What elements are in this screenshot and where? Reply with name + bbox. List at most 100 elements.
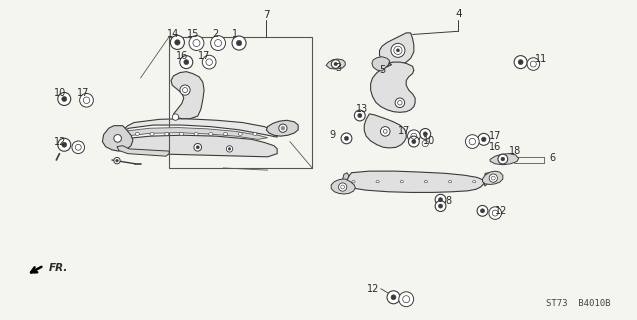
Polygon shape — [112, 132, 277, 157]
Ellipse shape — [253, 132, 257, 135]
Text: 12: 12 — [495, 206, 508, 217]
Text: 1: 1 — [231, 28, 238, 38]
Text: 15: 15 — [187, 28, 199, 38]
Text: 17: 17 — [77, 88, 90, 98]
Text: 12: 12 — [366, 284, 379, 294]
Text: 17: 17 — [198, 51, 210, 61]
Polygon shape — [482, 171, 503, 184]
Polygon shape — [125, 128, 268, 139]
Circle shape — [180, 85, 190, 95]
Circle shape — [341, 133, 352, 144]
Text: FR.: FR. — [48, 263, 68, 273]
Text: 4: 4 — [455, 10, 462, 20]
Circle shape — [211, 36, 225, 51]
Text: 2: 2 — [212, 28, 218, 38]
Text: 3: 3 — [336, 63, 342, 74]
Text: 14: 14 — [167, 28, 179, 38]
Ellipse shape — [180, 132, 183, 135]
Circle shape — [489, 207, 501, 220]
Circle shape — [232, 36, 246, 50]
Text: 10: 10 — [424, 136, 436, 146]
Circle shape — [399, 292, 413, 307]
Ellipse shape — [165, 132, 169, 135]
Circle shape — [501, 157, 505, 161]
Polygon shape — [490, 154, 519, 165]
Text: 17: 17 — [398, 126, 411, 136]
Circle shape — [354, 110, 365, 121]
Circle shape — [72, 141, 85, 154]
Circle shape — [395, 98, 404, 108]
Circle shape — [518, 60, 523, 65]
Text: 17: 17 — [489, 131, 501, 141]
Circle shape — [482, 137, 486, 142]
Circle shape — [345, 136, 348, 140]
Circle shape — [408, 130, 420, 142]
Circle shape — [334, 62, 338, 66]
Circle shape — [114, 157, 120, 164]
Ellipse shape — [424, 180, 427, 183]
Circle shape — [489, 174, 497, 182]
Ellipse shape — [135, 132, 140, 135]
Circle shape — [380, 127, 390, 136]
Circle shape — [514, 56, 527, 68]
Circle shape — [396, 49, 399, 52]
Circle shape — [358, 114, 362, 117]
Circle shape — [170, 36, 185, 49]
Circle shape — [58, 138, 71, 151]
Text: 8: 8 — [446, 196, 452, 206]
Circle shape — [408, 136, 419, 147]
Circle shape — [226, 146, 233, 152]
Polygon shape — [347, 171, 483, 192]
Polygon shape — [364, 114, 406, 148]
Polygon shape — [372, 57, 390, 71]
Text: 13: 13 — [355, 104, 368, 114]
Circle shape — [435, 194, 446, 205]
Ellipse shape — [238, 132, 242, 135]
Circle shape — [116, 159, 118, 162]
Circle shape — [498, 154, 508, 164]
Circle shape — [438, 198, 443, 202]
Ellipse shape — [473, 180, 476, 183]
Circle shape — [114, 135, 122, 142]
Polygon shape — [326, 59, 345, 69]
Circle shape — [203, 55, 216, 69]
Polygon shape — [380, 33, 414, 66]
Circle shape — [412, 140, 416, 144]
Circle shape — [423, 132, 427, 136]
Circle shape — [196, 146, 199, 149]
Circle shape — [435, 201, 446, 212]
Text: 9: 9 — [329, 130, 336, 140]
Ellipse shape — [150, 132, 154, 135]
Circle shape — [331, 60, 340, 68]
Polygon shape — [483, 173, 490, 186]
Polygon shape — [266, 120, 298, 136]
Circle shape — [279, 124, 287, 132]
Circle shape — [387, 291, 400, 304]
Polygon shape — [331, 179, 355, 194]
Circle shape — [477, 205, 488, 216]
Circle shape — [184, 60, 189, 65]
Text: ST73  B4010B: ST73 B4010B — [547, 299, 611, 308]
Circle shape — [420, 129, 431, 139]
Text: 16: 16 — [176, 51, 188, 61]
Circle shape — [62, 97, 67, 101]
Circle shape — [466, 135, 479, 148]
Text: 12: 12 — [54, 137, 66, 147]
Polygon shape — [171, 72, 204, 119]
Circle shape — [391, 295, 396, 300]
Text: 7: 7 — [263, 10, 269, 20]
Circle shape — [338, 183, 347, 191]
Circle shape — [80, 93, 94, 107]
Polygon shape — [343, 173, 349, 186]
Circle shape — [189, 36, 204, 51]
Circle shape — [194, 143, 201, 151]
Circle shape — [480, 209, 485, 213]
Circle shape — [438, 204, 443, 208]
Ellipse shape — [376, 180, 379, 183]
Circle shape — [228, 148, 231, 150]
Circle shape — [180, 56, 193, 68]
Circle shape — [527, 58, 540, 70]
Ellipse shape — [224, 132, 227, 135]
Text: 18: 18 — [509, 146, 522, 156]
Polygon shape — [122, 119, 277, 137]
